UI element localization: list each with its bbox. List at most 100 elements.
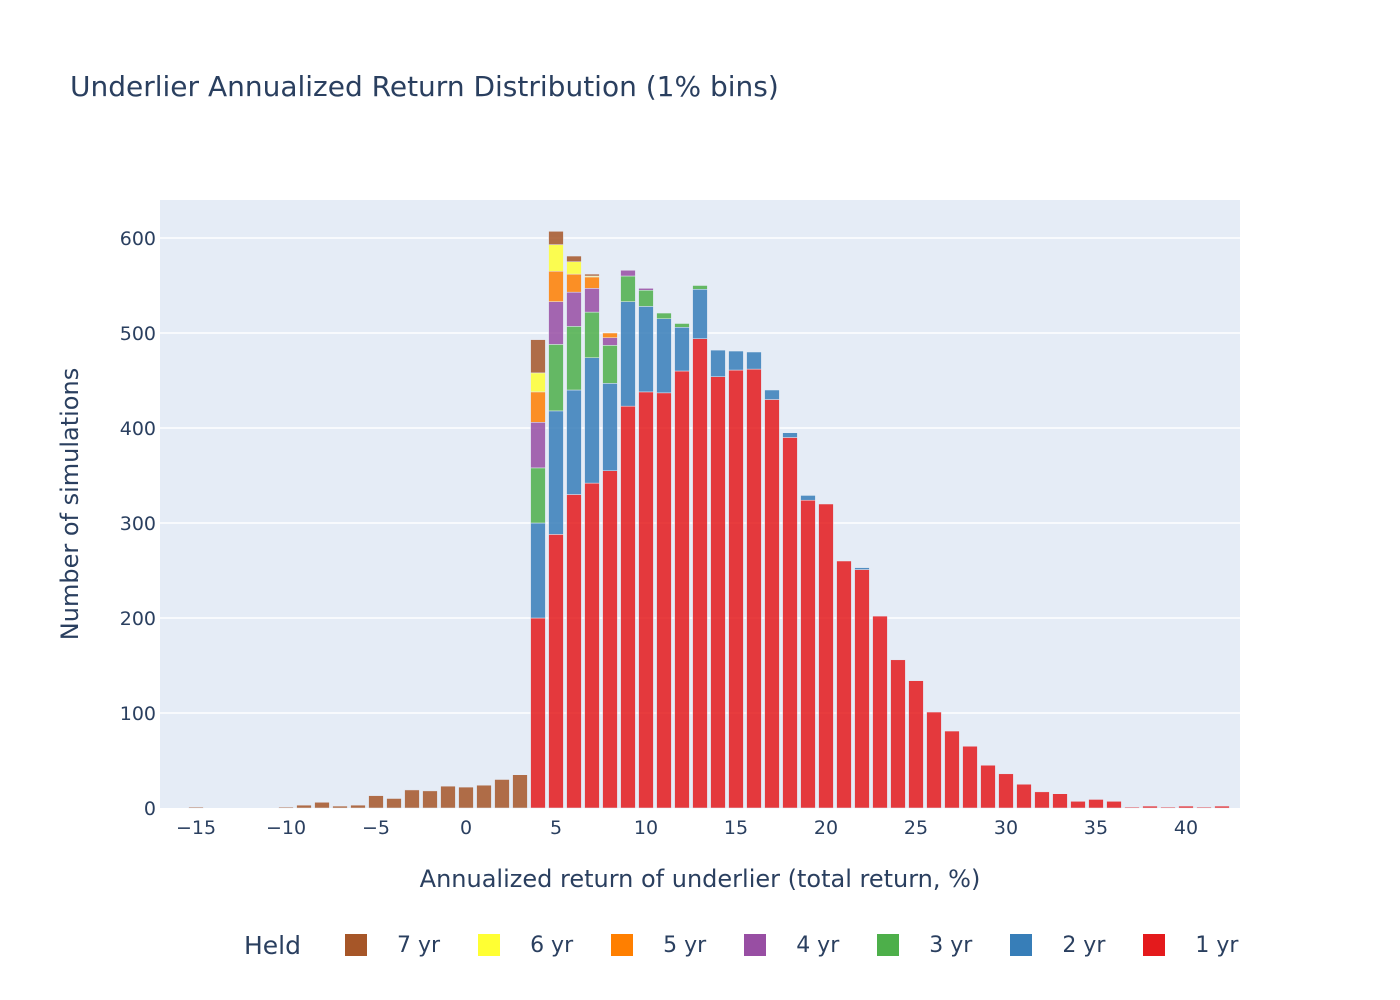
bar-1-yr	[548, 534, 564, 809]
bar-1-yr	[818, 503, 834, 809]
legend-swatch	[1143, 934, 1166, 956]
bar-1-yr	[926, 711, 942, 809]
bar-1-yr	[998, 773, 1014, 809]
x-tick-label: −10	[266, 817, 306, 839]
bar-1-yr	[746, 368, 762, 809]
legend-swatch	[877, 934, 900, 956]
legend-label: 5 yr	[663, 932, 707, 958]
bar-1-yr	[908, 680, 924, 809]
bar-3-yr	[584, 311, 600, 358]
bar-7-yr	[296, 804, 312, 809]
bar-2-yr	[656, 318, 672, 394]
legend-label: 7 yr	[397, 932, 441, 958]
legend-item-3-yr[interactable]: 3 yr	[877, 933, 972, 958]
bar-1-yr	[1178, 805, 1194, 809]
bar-1-yr	[782, 437, 798, 809]
bar-5-yr	[566, 273, 582, 293]
legend-item-4-yr[interactable]: 4 yr	[744, 933, 839, 958]
bar-3-yr	[620, 275, 636, 302]
bar-1-yr	[800, 499, 816, 809]
x-tick-label: 20	[814, 817, 838, 839]
bar-7-yr	[584, 273, 600, 277]
bar-7-yr	[512, 774, 528, 809]
legend-label: 2 yr	[1062, 932, 1106, 958]
bar-7-yr	[494, 779, 510, 809]
bar-2-yr	[782, 432, 798, 438]
legend-swatch	[478, 934, 501, 956]
bar-1-yr	[530, 617, 546, 809]
bar-1-yr	[944, 730, 960, 809]
bar-1-yr	[710, 376, 726, 809]
legend-item-2-yr[interactable]: 2 yr	[1010, 933, 1105, 958]
bar-3-yr	[566, 326, 582, 391]
bar-7-yr	[386, 798, 402, 809]
legend-item-5-yr[interactable]: 5 yr	[611, 933, 706, 958]
bar-7-yr	[368, 795, 384, 809]
bar-4-yr	[548, 301, 564, 345]
x-axis-ticks: −15 −10 −5 0 5 10 15 20 25 30 35 40	[176, 817, 1198, 839]
bar-7-yr	[404, 789, 420, 809]
bar-7-yr	[458, 786, 474, 809]
x-tick-label: 30	[994, 817, 1018, 839]
bar-7-yr	[314, 802, 330, 809]
bar-1-yr	[890, 659, 906, 809]
bar-3-yr	[674, 323, 690, 328]
x-tick-label: 5	[550, 817, 562, 839]
bar-7-yr	[530, 339, 546, 374]
y-tick-label: 300	[120, 513, 156, 535]
bar-5-yr	[602, 332, 618, 338]
bar-1-yr	[764, 399, 780, 809]
bar-1-yr	[728, 369, 744, 809]
y-tick-label: 500	[120, 323, 156, 345]
bar-6-yr	[548, 244, 564, 272]
x-tick-label: −5	[362, 817, 390, 839]
bar-2-yr	[674, 327, 690, 372]
bar-1-yr	[854, 569, 870, 809]
x-tick-label: 10	[634, 817, 658, 839]
bar-1-yr	[566, 494, 582, 809]
bar-2-yr	[584, 357, 600, 484]
bar-2-yr	[764, 389, 780, 400]
bar-2-yr	[710, 349, 726, 377]
x-tick-label: 40	[1174, 817, 1198, 839]
legend-item-6-yr[interactable]: 6 yr	[478, 933, 573, 958]
bar-3-yr	[548, 344, 564, 412]
bar-2-yr	[530, 522, 546, 619]
bar-2-yr	[638, 306, 654, 393]
legend-swatch	[744, 934, 767, 956]
bar-6-yr	[530, 372, 546, 393]
bar-2-yr	[566, 389, 582, 495]
legend-item-7-yr[interactable]: 7 yr	[345, 933, 440, 958]
bar-5-yr	[584, 276, 600, 289]
bar-1-yr	[872, 615, 888, 809]
bar-1-yr	[638, 391, 654, 809]
bar-7-yr	[476, 784, 492, 809]
legend-swatch	[611, 934, 634, 956]
bar-7-yr	[548, 231, 564, 245]
bar-2-yr	[548, 410, 564, 535]
y-tick-label: 0	[144, 798, 156, 820]
bar-5-yr	[530, 391, 546, 423]
bar-1-yr	[1088, 799, 1104, 809]
bar-1-yr	[692, 338, 708, 809]
x-tick-label: 0	[460, 817, 472, 839]
bar-1-yr	[1052, 793, 1068, 809]
legend: Held 7 yr 6 yr 5 yr 4 yr 3 yr 2 yr 1 yr	[244, 925, 1276, 965]
bar-1-yr	[836, 560, 852, 809]
bar-3-yr	[656, 312, 672, 319]
bar-2-yr	[728, 350, 744, 371]
bar-1-yr	[1016, 784, 1032, 809]
bar-1-yr	[980, 765, 996, 809]
y-tick-label: 600	[120, 228, 156, 250]
bar-1-yr	[1160, 806, 1176, 809]
bar-1-yr	[1070, 801, 1086, 809]
bar-7-yr	[422, 790, 438, 809]
bar-2-yr	[854, 567, 870, 570]
legend-item-1-yr[interactable]: 1 yr	[1143, 933, 1238, 958]
bar-4-yr	[566, 291, 582, 327]
bar-1-yr	[656, 392, 672, 809]
bar-1-yr	[1214, 805, 1230, 809]
bar-7-yr	[440, 785, 456, 809]
x-axis-title: Annualized return of underlier (total re…	[420, 865, 981, 893]
